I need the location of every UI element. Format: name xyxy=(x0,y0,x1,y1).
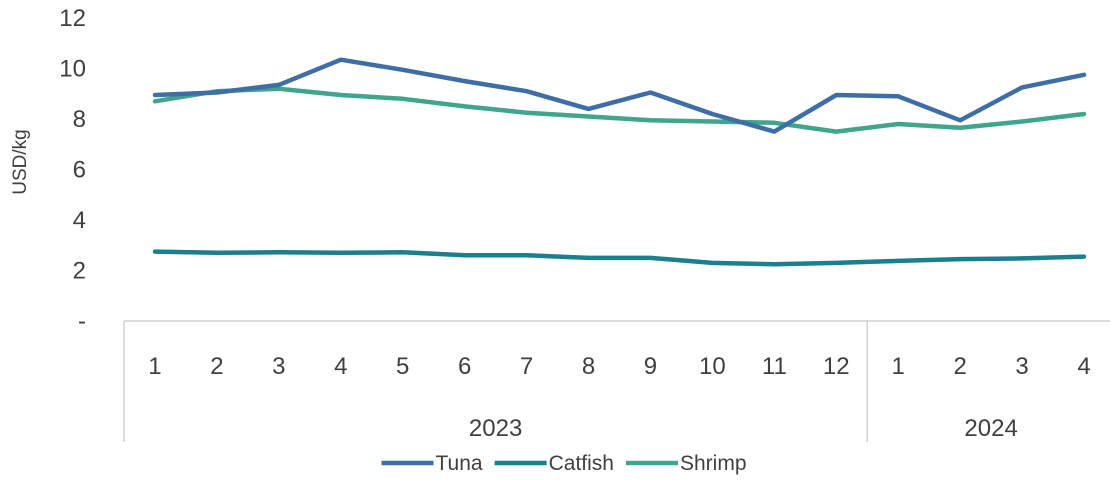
y-tick-label: - xyxy=(78,308,86,335)
legend: Tuna Catfish Shrimp xyxy=(381,452,747,475)
legend-item-catfish: Catfish xyxy=(494,452,614,475)
x-tick-label: 1 xyxy=(148,353,161,380)
y-axis-title: USD/kg xyxy=(10,129,31,194)
x-group-label: 2023 xyxy=(469,415,522,442)
y-tick-label: 2 xyxy=(73,258,86,285)
x-tick-label: 3 xyxy=(272,353,285,380)
y-axis-title-group: USD/kg xyxy=(10,129,31,194)
x-tick-label: 12 xyxy=(823,353,850,380)
x-tick-label: 6 xyxy=(458,353,471,380)
legend-item-shrimp: Shrimp xyxy=(626,452,747,475)
series-line-tuna xyxy=(152,57,1087,134)
x-tick-label: 2 xyxy=(953,353,966,380)
y-tick-labels: - 2 4 6 8 10 12 xyxy=(59,5,86,335)
x-group-label: 2024 xyxy=(964,415,1017,442)
x-tick-label: 11 xyxy=(762,353,787,380)
x-tick-label: 10 xyxy=(699,353,726,380)
legend-label: Catfish xyxy=(549,452,614,475)
legend-item-tuna: Tuna xyxy=(381,452,483,475)
series-line-shrimp xyxy=(152,86,1087,134)
x-tick-label: 4 xyxy=(1077,353,1090,380)
y-tick-label: 4 xyxy=(73,207,86,234)
x-tick-label: 2 xyxy=(210,353,223,380)
y-tick-label: 10 xyxy=(59,56,86,83)
x-tick-label: 9 xyxy=(644,353,657,380)
legend-label: Tuna xyxy=(436,452,483,475)
x-tick-label: 8 xyxy=(582,353,595,380)
x-tick-label: 1 xyxy=(892,353,905,380)
x-tick-label: 5 xyxy=(396,353,409,380)
y-tick-label: 12 xyxy=(59,5,86,32)
y-tick-label: 6 xyxy=(73,157,86,184)
legend-label: Shrimp xyxy=(680,452,747,475)
series-line-catfish xyxy=(152,249,1087,267)
x-tick-label: 4 xyxy=(334,353,347,380)
series-lines xyxy=(152,57,1087,267)
y-tick-label: 8 xyxy=(73,106,86,133)
x-tick-label: 7 xyxy=(520,353,533,380)
x-tick-label: 3 xyxy=(1015,353,1028,380)
